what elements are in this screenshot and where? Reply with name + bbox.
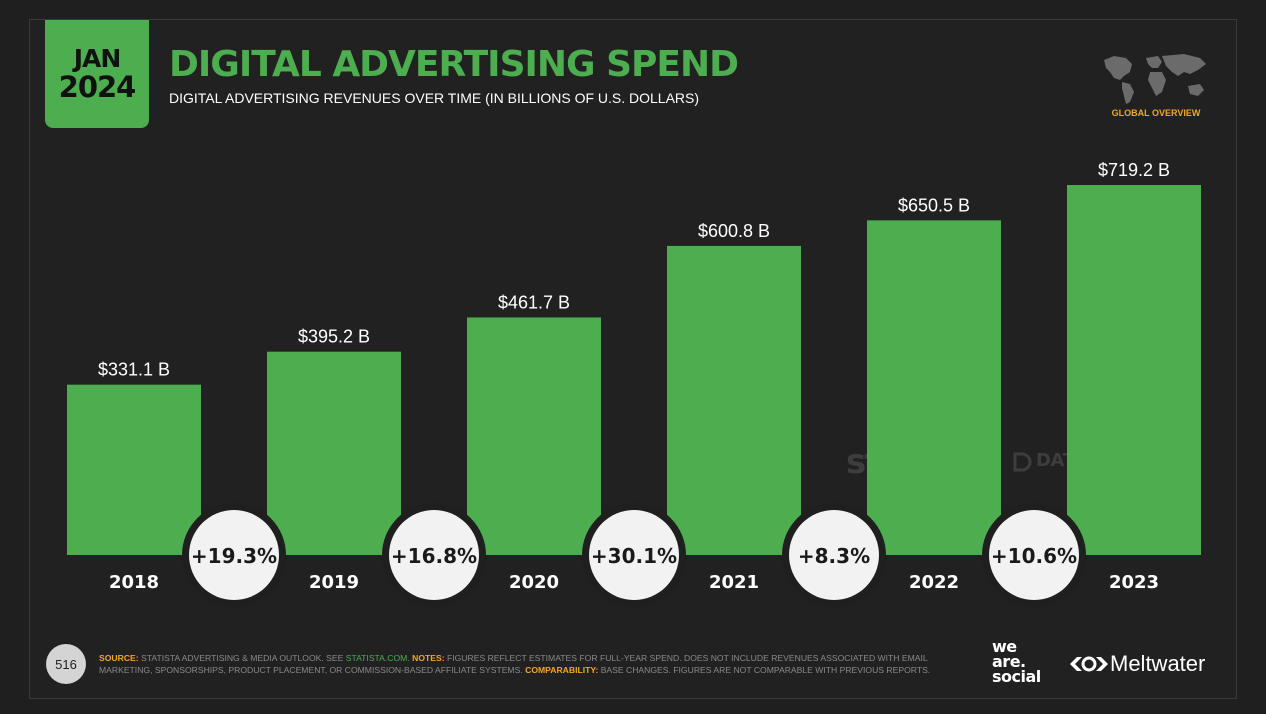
- bar-2022: [867, 220, 1001, 555]
- growth-badge: [989, 510, 1079, 600]
- date-year: 2024: [58, 69, 137, 104]
- bar-value-label: $650.5 B: [898, 195, 970, 215]
- meltwater-logo: Meltwater: [1110, 651, 1206, 676]
- x-tick-label: 2023: [1109, 572, 1159, 593]
- x-tick-label: 2022: [909, 572, 959, 593]
- global-overview-label: GLOBAL OVERVIEW: [1111, 108, 1201, 118]
- bar-2020: [467, 317, 601, 555]
- comparability-label: COMPARABILITY:: [525, 665, 599, 675]
- growth-badge: [189, 510, 279, 600]
- bar-2023: [1067, 185, 1201, 555]
- x-tick-label: 2020: [509, 572, 559, 593]
- notes-label: NOTES:: [412, 653, 445, 663]
- bar-2019: [267, 351, 401, 555]
- date-badge: JAN 2024: [45, 20, 149, 128]
- growth-label: +10.6%: [991, 544, 1077, 568]
- source-link[interactable]: STATISTA.COM.: [345, 653, 410, 663]
- growth-label: +16.8%: [391, 544, 477, 568]
- source-text: STATISTA ADVERTISING & MEDIA OUTLOOK. SE…: [141, 653, 344, 663]
- we-are-social-logo: we are. social: [992, 637, 1041, 686]
- notes-text: FIGURES REFLECT ESTIMATES FOR FULL-YEAR …: [99, 653, 928, 675]
- growth-label: +8.3%: [798, 544, 870, 568]
- growth-label: +19.3%: [191, 544, 277, 568]
- growth-badge: [389, 510, 479, 600]
- bar-value-label: $461.7 B: [498, 292, 570, 312]
- was-line-1: we: [992, 637, 1017, 656]
- bar-value-label: $395.2 B: [298, 327, 370, 347]
- page-subtitle: DIGITAL ADVERTISING REVENUES OVER TIME (…: [169, 90, 700, 106]
- date-month: JAN: [73, 43, 122, 73]
- comparability-text: BASE CHANGES. FIGURES ARE NOT COMPARABLE…: [600, 665, 931, 675]
- growth-label: +30.1%: [591, 544, 677, 568]
- x-tick-label: 2018: [109, 572, 159, 593]
- bar-value-label: $719.2 B: [1098, 160, 1170, 180]
- x-tick-label: 2019: [309, 572, 359, 593]
- growth-badge: [789, 510, 879, 600]
- x-tick-label: 2021: [709, 572, 759, 593]
- meltwater-logo-icon: [1070, 656, 1108, 672]
- growth-badge: [589, 510, 679, 600]
- page-title: DIGITAL ADVERTISING SPEND: [169, 44, 739, 85]
- was-line-3: social: [992, 667, 1041, 686]
- world-map-icon: [1104, 54, 1206, 104]
- was-line-2: are.: [992, 652, 1026, 671]
- bar-2018: [67, 384, 201, 555]
- datareportal-logo-icon: [1013, 452, 1032, 472]
- bar-value-label: $600.8 B: [698, 221, 770, 241]
- bar-2021: [667, 245, 801, 556]
- source-label: SOURCE:: [99, 653, 139, 663]
- footer-notes: SOURCE: STATISTA ADVERTISING & MEDIA OUT…: [99, 652, 979, 676]
- bar-value-label: $331.1 B: [98, 360, 170, 380]
- page-number: 516: [46, 644, 86, 684]
